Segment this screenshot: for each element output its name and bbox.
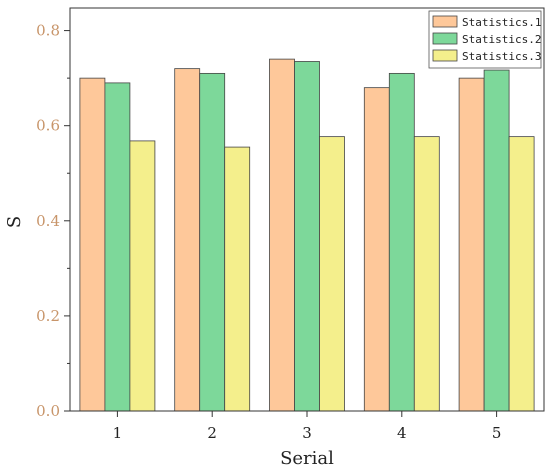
bar-statistics-2-5 <box>483 69 510 412</box>
bar-statistics-2-3 <box>294 61 320 412</box>
y-tick-label: 0.8 <box>36 22 60 40</box>
legend-label: Statistics.3 <box>462 50 541 63</box>
bar-statistics-3-4 <box>413 136 440 412</box>
x-tick-label: 5 <box>492 424 502 442</box>
bar-statistics-3-1 <box>129 140 156 412</box>
bar-statistics-1-4 <box>363 87 390 412</box>
bar-statistics-3-3 <box>319 136 345 412</box>
bars-group <box>79 58 535 412</box>
bar-statistics-1-1 <box>79 77 106 412</box>
legend-label: Statistics.1 <box>462 16 541 29</box>
bar-statistics-2-2 <box>199 72 226 412</box>
x-tick-label: 3 <box>302 424 312 442</box>
bar-statistics-3-5 <box>508 136 535 412</box>
y-tick-label: 0.6 <box>36 117 60 135</box>
legend-swatch <box>432 49 458 62</box>
legend-swatch <box>432 32 458 45</box>
bar-statistics-1-3 <box>269 58 295 412</box>
y-tick-label: 0.4 <box>36 212 60 230</box>
x-axis-label: Serial <box>280 448 334 469</box>
legend: Statistics.1 Statistics.2 Statistics.3 <box>428 10 541 69</box>
y-axis-label: S <box>4 216 25 228</box>
x-axis: 1 2 3 4 5 <box>113 411 502 442</box>
y-axis: 0.0 0.2 0.4 0.6 0.8 <box>36 22 70 420</box>
y-tick-label: 0.0 <box>36 402 60 420</box>
x-tick-label: 4 <box>397 424 407 442</box>
x-tick-label: 2 <box>207 424 217 442</box>
bar-statistics-3-2 <box>224 146 251 412</box>
legend-swatch <box>432 15 458 28</box>
legend-label: Statistics.2 <box>462 33 541 46</box>
y-tick-label: 0.2 <box>36 307 60 325</box>
bar-statistics-2-4 <box>388 72 415 412</box>
bar-statistics-1-5 <box>458 77 485 412</box>
bar-statistics-2-1 <box>104 82 131 412</box>
x-tick-label: 1 <box>113 424 123 442</box>
bar-statistics-1-2 <box>174 68 201 412</box>
